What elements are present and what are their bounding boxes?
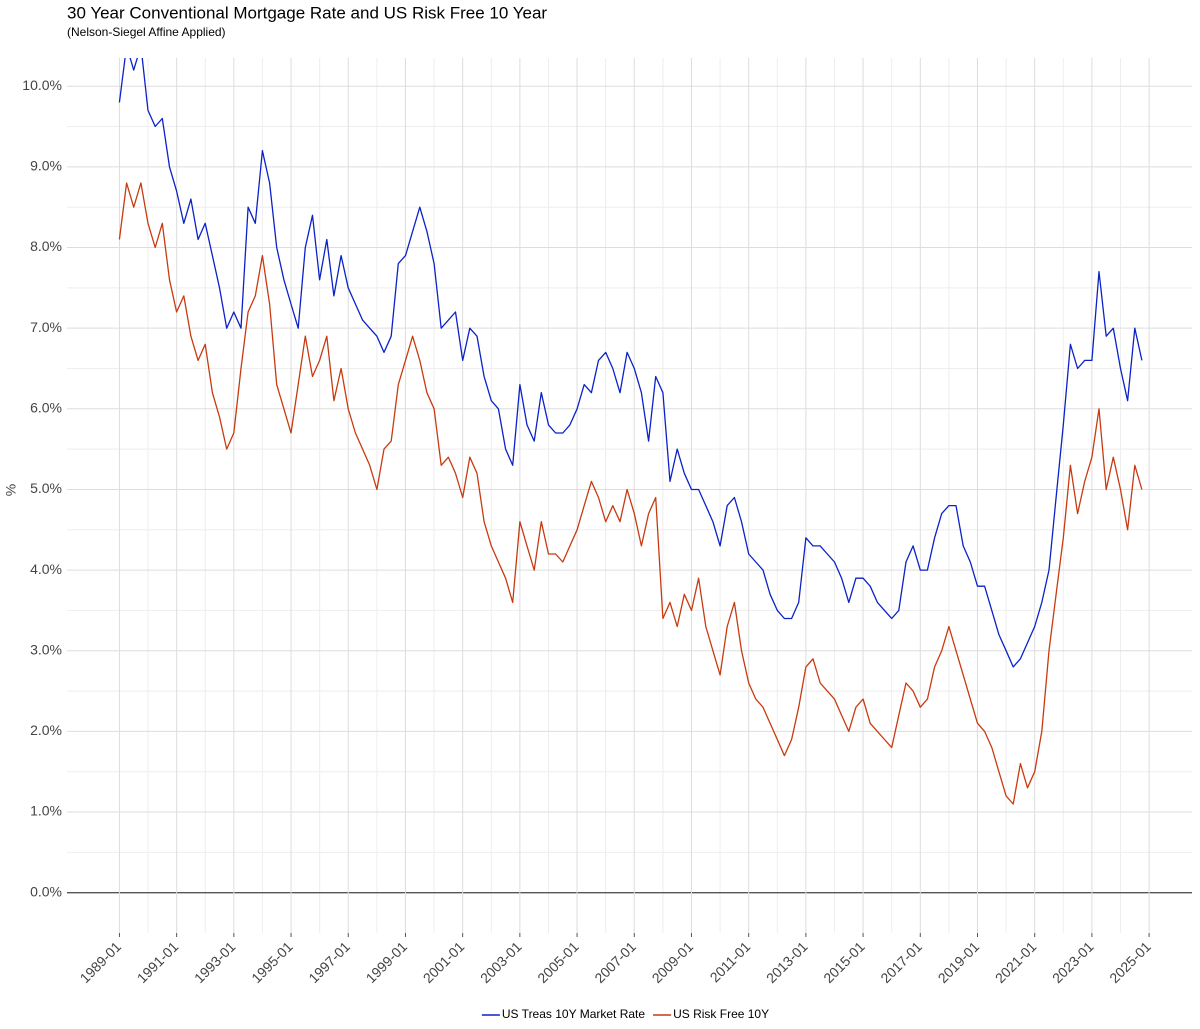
x-tick-label: 2025-01 [1106,938,1154,986]
x-tick-label: 1999-01 [363,938,411,986]
y-tick-label: 6.0% [30,400,62,416]
legend: US Treas 10Y Market Rate US Risk Free 10Y [481,1007,769,1021]
legend-label: US Risk Free 10Y [673,1007,769,1021]
grid [67,58,1192,933]
x-tick-label: 1995-01 [248,938,296,986]
chart-title: 30 Year Conventional Mortgage Rate and U… [67,3,547,22]
chart-subtitle: (Nelson-Siegel Affine Applied) [67,25,226,39]
plot-area [118,58,1143,805]
x-tick-label: 2005-01 [534,938,582,986]
x-tick-label: 1993-01 [191,938,239,986]
x-tick-label: 2009-01 [649,938,697,986]
y-tick-label: 10.0% [22,77,62,93]
x-tick-label: 2011-01 [707,938,754,985]
x-tick-label: 1991-01 [134,938,182,986]
x-tick-label: 2021-01 [992,938,1040,986]
x-tick-label: 2015-01 [820,938,868,986]
x-tick-label: 2001-01 [420,938,468,986]
x-tick-label: 2007-01 [591,938,639,986]
x-tick-label: 2003-01 [477,938,525,986]
legend-label: US Treas 10Y Market Rate [502,1007,646,1021]
y-tick-label: 3.0% [30,641,62,657]
x-tick-label: 2023-01 [1049,938,1097,986]
y-tick-label: 9.0% [30,158,62,174]
x-tick-label: 2013-01 [763,938,811,986]
x-tick-label: 1989-01 [77,938,125,986]
x-tick-label: 2019-01 [935,938,983,986]
x-tick-label: 2017-01 [877,938,925,986]
y-axis-label: % [3,484,19,496]
y-tick-label: 8.0% [30,238,62,254]
series-line [118,182,1143,805]
y-tick-label: 1.0% [30,803,62,819]
y-tick-label: 7.0% [30,319,62,335]
y-tick-label: 0.0% [30,883,62,899]
x-tick-label: 1997-01 [305,938,353,986]
series-line [118,58,1143,668]
y-tick-label: 5.0% [30,480,62,496]
y-tick-label: 2.0% [30,722,62,738]
y-tick-label: 4.0% [30,561,62,577]
